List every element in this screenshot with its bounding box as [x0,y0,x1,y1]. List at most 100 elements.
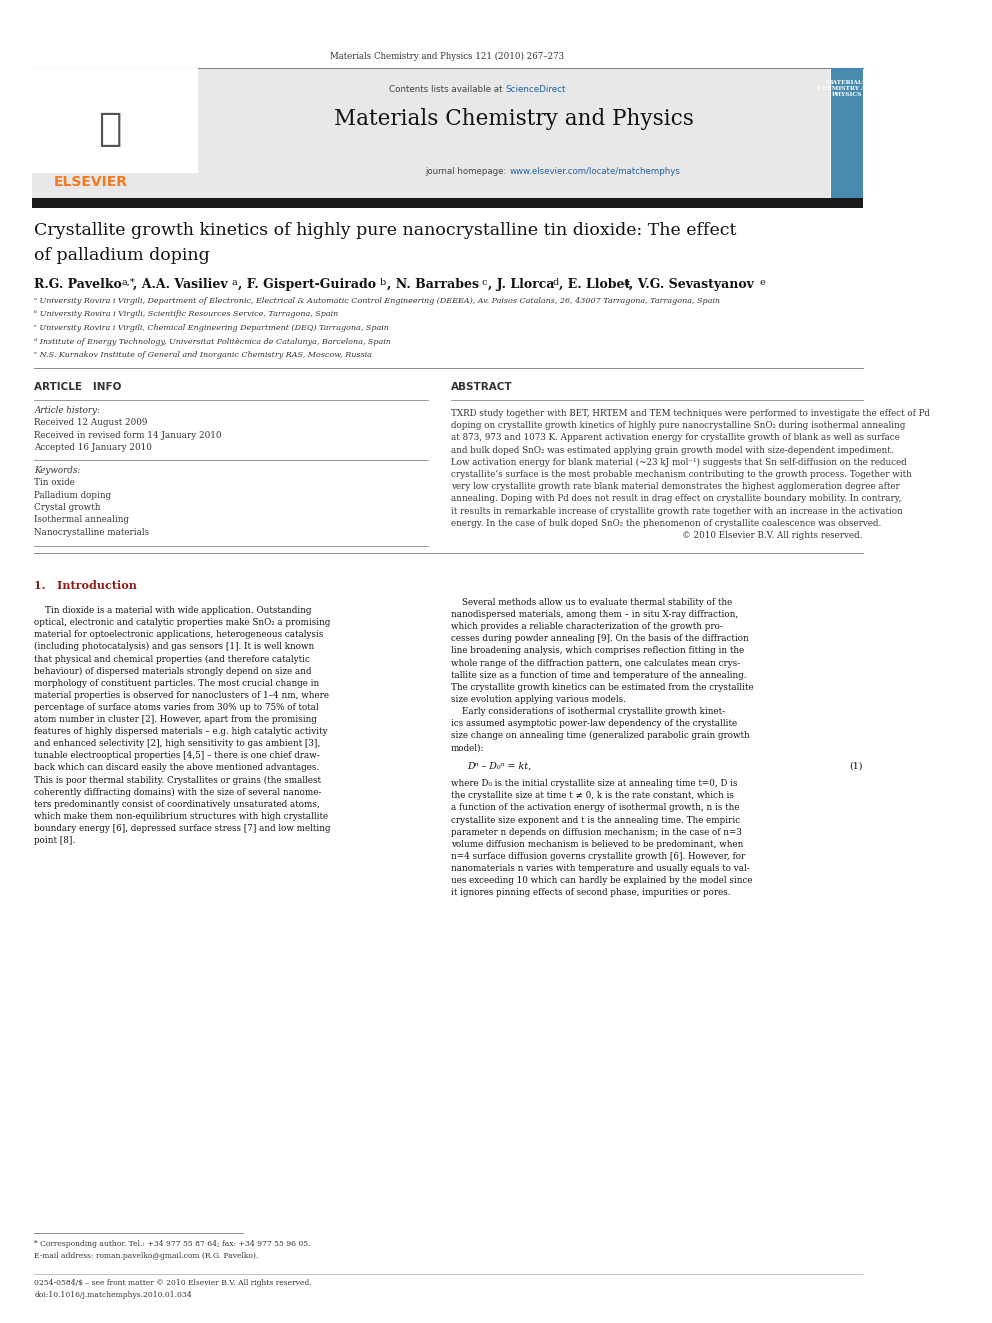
Text: (1): (1) [849,761,863,770]
Text: TXRD study together with BET, HRTEM and TEM techniques were performed to investi: TXRD study together with BET, HRTEM and … [450,409,930,418]
Text: line broadening analysis, which comprises reflection fitting in the: line broadening analysis, which comprise… [450,647,744,655]
Text: Isothermal annealing: Isothermal annealing [35,516,129,524]
Text: at 873, 973 and 1073 K. Apparent activation energy for crystallite growth of bla: at 873, 973 and 1073 K. Apparent activat… [450,434,900,442]
Text: Materials Chemistry and Physics 121 (2010) 267–273: Materials Chemistry and Physics 121 (201… [330,52,564,61]
Text: ARTICLE   INFO: ARTICLE INFO [35,382,122,392]
Text: it results in remarkable increase of crystallite growth rate together with an in: it results in remarkable increase of cry… [450,507,903,516]
Text: (including photocatalysis) and gas sensors [1]. It is well known: (including photocatalysis) and gas senso… [35,642,314,651]
Text: features of highly dispersed materials – e.g. high catalytic activity: features of highly dispersed materials –… [35,728,328,736]
Text: b: b [380,278,386,287]
Text: Keywords:: Keywords: [35,466,80,475]
Text: Accepted 16 January 2010: Accepted 16 January 2010 [35,443,152,452]
Text: ELSEVIER: ELSEVIER [55,175,128,189]
Text: ᵃ University Rovira i Virgili, Department of Electronic, Electrical & Automatic : ᵃ University Rovira i Virgili, Departmen… [35,296,720,306]
Text: cesses during powder annealing [9]. On the basis of the diffraction: cesses during powder annealing [9]. On t… [450,634,749,643]
Text: which make them non-equilibrium structures with high crystallite: which make them non-equilibrium structur… [35,812,328,820]
Text: optical, electronic and catalytic properties make SnO₂ a promising: optical, electronic and catalytic proper… [35,618,330,627]
Text: energy. In the case of bulk doped SnO₂ the phenomenon of crystallite coalescence: energy. In the case of bulk doped SnO₂ t… [450,519,881,528]
Text: material for optoelectronic applications, heterogeneous catalysis: material for optoelectronic applications… [35,630,323,639]
Text: nanomaterials n varies with temperature and usually equals to val-: nanomaterials n varies with temperature … [450,864,750,873]
Text: doping on crystallite growth kinetics of highly pure nanocrystalline SnO₂ during: doping on crystallite growth kinetics of… [450,421,905,430]
Text: ᶜ University Rovira i Virgili, Chemical Engineering Department (DEQ) Tarragona, : ᶜ University Rovira i Virgili, Chemical … [35,324,389,332]
Text: Contents lists available at: Contents lists available at [389,85,505,94]
Text: the crystallite size at time t ≠ 0, k is the rate constant, which is: the crystallite size at time t ≠ 0, k is… [450,791,734,800]
Text: ᵉ N.S. Kurnakov Institute of General and Inorganic Chemistry RAS, Moscow, Russia: ᵉ N.S. Kurnakov Institute of General and… [35,351,372,359]
Text: tunable electrooptical properties [4,5] – there is one chief draw-: tunable electrooptical properties [4,5] … [35,751,320,761]
Text: , N. Barrabes: , N. Barrabes [387,278,479,291]
Text: whole range of the diffraction pattern, one calculates mean crys-: whole range of the diffraction pattern, … [450,659,740,668]
Text: Received 12 August 2009: Received 12 August 2009 [35,418,148,427]
Text: annealing. Doping with Pd does not result in drag effect on crystallite boundary: annealing. Doping with Pd does not resul… [450,495,902,503]
Bar [32,67,198,173]
Text: ics assumed asymptotic power-law dependency of the crystallite: ics assumed asymptotic power-law depende… [450,718,737,728]
Text: a: a [624,278,630,287]
Text: where D₀ is the initial crystallite size at annealing time t=0, D is: where D₀ is the initial crystallite size… [450,779,737,789]
Text: material properties is observed for nanoclusters of 1–4 nm, where: material properties is observed for nano… [35,691,329,700]
Text: Received in revised form 14 January 2010: Received in revised form 14 January 2010 [35,430,222,439]
Bar [32,67,829,198]
Text: , J. Llorca: , J. Llorca [488,278,555,291]
Text: * Corresponding author. Tel.: +34 977 55 87 64; fax: +34 977 55 96 05.: * Corresponding author. Tel.: +34 977 55… [35,1240,310,1248]
Text: Palladium doping: Palladium doping [35,491,111,500]
Text: Several methods allow us to evaluate thermal stability of the: Several methods allow us to evaluate the… [450,598,732,607]
Text: morphology of constituent particles. The most crucial change in: morphology of constituent particles. The… [35,679,319,688]
Text: The crystallite growth kinetics can be estimated from the crystallite: The crystallite growth kinetics can be e… [450,683,754,692]
Text: , E. Llobet: , E. Llobet [559,278,630,291]
Text: model):: model): [450,744,484,753]
Text: crystallite’s surface is the most probable mechanism contributing to the growth : crystallite’s surface is the most probab… [450,470,912,479]
Text: point [8].: point [8]. [35,836,75,845]
Text: volume diffusion mechanism is believed to be predominant, when: volume diffusion mechanism is believed t… [450,840,743,849]
Text: 1.   Introduction: 1. Introduction [35,579,137,591]
Text: a function of the activation energy of isothermal growth, n is the: a function of the activation energy of i… [450,803,739,812]
Text: R.G. Pavelko: R.G. Pavelko [35,278,122,291]
Text: it ignores pinning effects of second phase, impurities or pores.: it ignores pinning effects of second pha… [450,888,730,897]
Text: Materials Chemistry and Physics: Materials Chemistry and Physics [334,108,693,130]
Text: Tin dioxide is a material with wide application. Outstanding: Tin dioxide is a material with wide appl… [35,606,311,615]
Text: and bulk doped SnO₂ was estimated applying grain growth model with size-dependen: and bulk doped SnO₂ was estimated applyi… [450,446,894,455]
Bar [831,67,863,198]
Text: percentage of surface atoms varies from 30% up to 75% of total: percentage of surface atoms varies from … [35,703,319,712]
Text: behaviour) of dispersed materials strongly depend on size and: behaviour) of dispersed materials strong… [35,667,311,676]
Text: ᵈ Institute of Energy Technology, Universitat Politècnica de Catalunya, Barcelon: ᵈ Institute of Energy Technology, Univer… [35,337,391,345]
Text: ues exceeding 10 which can hardly be explained by the model since: ues exceeding 10 which can hardly be exp… [450,876,752,885]
Text: size evolution applying various models.: size evolution applying various models. [450,695,626,704]
Text: back which can discard easily the above mentioned advantages.: back which can discard easily the above … [35,763,319,773]
Text: d: d [553,278,558,287]
Text: ScienceDirect: ScienceDirect [505,85,565,94]
Text: very low crystallite growth rate blank material demonstrates the highest agglome: very low crystallite growth rate blank m… [450,482,900,491]
Text: Nanocrystalline materials: Nanocrystalline materials [35,528,150,537]
Text: This is poor thermal stability. Crystallites or grains (the smallest: This is poor thermal stability. Crystall… [35,775,321,785]
Text: parameter n depends on diffusion mechanism; in the case of n=3: parameter n depends on diffusion mechani… [450,828,742,836]
Text: Early considerations of isothermal crystallite growth kinet-: Early considerations of isothermal cryst… [450,706,725,716]
Text: nanodispersed materials, among them – in situ X-ray diffraction,: nanodispersed materials, among them – in… [450,610,738,619]
Text: size change on annealing time (generalized parabolic grain growth: size change on annealing time (generaliz… [450,732,750,741]
Text: ters predominantly consist of coordinatively unsaturated atoms,: ters predominantly consist of coordinati… [35,799,320,808]
Text: , A.A. Vasiliev: , A.A. Vasiliev [134,278,228,291]
Text: boundary energy [6], depressed surface stress [7] and low melting: boundary energy [6], depressed surface s… [35,824,330,832]
Text: doi:10.1016/j.matchemphys.2010.01.034: doi:10.1016/j.matchemphys.2010.01.034 [35,1291,192,1299]
Text: www.elsevier.com/locate/matchemphys: www.elsevier.com/locate/matchemphys [510,167,681,176]
Text: of palladium doping: of palladium doping [35,247,210,265]
Text: Crystallite growth kinetics of highly pure nanocrystalline tin dioxide: The effe: Crystallite growth kinetics of highly pu… [35,222,737,239]
Text: e: e [759,278,765,287]
Text: a: a [232,278,237,287]
Text: ABSTRACT: ABSTRACT [450,382,513,392]
Text: Crystal growth: Crystal growth [35,503,101,512]
Text: 0254-0584/$ – see front matter © 2010 Elsevier B.V. All rights reserved.: 0254-0584/$ – see front matter © 2010 El… [35,1279,311,1287]
Text: atom number in cluster [2]. However, apart from the promising: atom number in cluster [2]. However, apa… [35,714,317,724]
Text: ᵇ University Rovira i Virgili, Scientific Resources Service, Tarragona, Spain: ᵇ University Rovira i Virgili, Scientifi… [35,311,338,319]
Text: crystallite size exponent and t is the annealing time. The empiric: crystallite size exponent and t is the a… [450,815,740,824]
Text: that physical and chemical properties (and therefore catalytic: that physical and chemical properties (a… [35,655,310,664]
Text: tallite size as a function of time and temperature of the annealing.: tallite size as a function of time and t… [450,671,746,680]
Text: E-mail address: roman.pavelko@gmail.com (R.G. Pavelko).: E-mail address: roman.pavelko@gmail.com … [35,1252,259,1259]
Text: which provides a reliable characterization of the growth pro-: which provides a reliable characterizati… [450,622,723,631]
Text: , F. Gispert-Guirado: , F. Gispert-Guirado [238,278,376,291]
Text: Low activation energy for blank material (~23 kJ mol⁻¹) suggests that Sn self-di: Low activation energy for blank material… [450,458,907,467]
Text: MATERIALS
CHEMISTRY AND
PHYSICS: MATERIALS CHEMISTRY AND PHYSICS [817,79,876,97]
Text: c: c [481,278,487,287]
Text: © 2010 Elsevier B.V. All rights reserved.: © 2010 Elsevier B.V. All rights reserved… [682,531,863,540]
Text: and enhanced selectivity [2], high sensitivity to gas ambient [3],: and enhanced selectivity [2], high sensi… [35,740,320,747]
Text: a,*: a,* [122,278,136,287]
Text: Tin oxide: Tin oxide [35,478,75,487]
Text: Article history:: Article history: [35,406,100,415]
